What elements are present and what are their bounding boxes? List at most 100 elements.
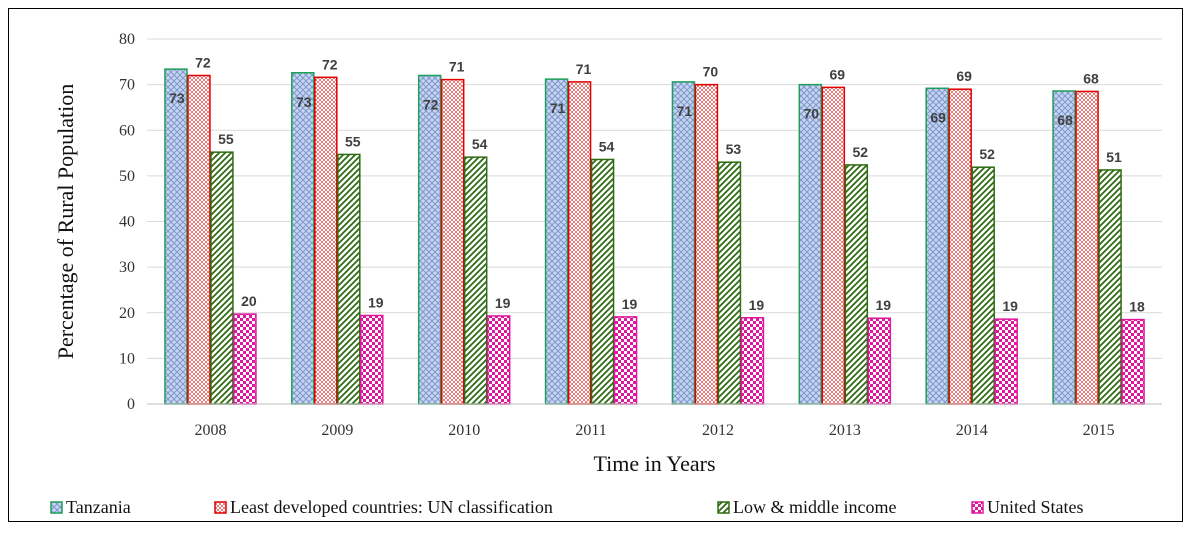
data-label: 68 xyxy=(1083,70,1099,86)
data-label: 68 xyxy=(1057,112,1073,128)
data-labels: 73 72 55 20 73 72 55 19 72 71 54 19 71 71 54 19 71 70 53 19… xyxy=(169,55,1145,315)
x-axis-title: Time in Years xyxy=(593,451,715,476)
bar xyxy=(210,151,234,405)
x-tick-label: 2013 xyxy=(829,422,861,439)
data-label: 52 xyxy=(853,144,869,160)
y-tick-label: 30 xyxy=(119,259,135,276)
legend-swatch xyxy=(214,501,227,514)
data-label: 19 xyxy=(1002,298,1018,314)
bars xyxy=(164,68,1145,405)
data-label: 19 xyxy=(749,297,765,313)
bar xyxy=(567,81,592,405)
legend-label: Tanzania xyxy=(66,497,131,517)
data-label: 71 xyxy=(449,59,465,75)
y-tick-label: 60 xyxy=(119,122,135,139)
data-label: 69 xyxy=(956,68,972,84)
data-label: 69 xyxy=(830,66,846,82)
data-label: 54 xyxy=(472,136,488,152)
x-tick-label: 2012 xyxy=(702,422,734,439)
bar xyxy=(821,86,846,405)
data-label: 73 xyxy=(296,94,312,110)
legend-label: United States xyxy=(987,497,1084,517)
legend-swatch xyxy=(717,501,730,514)
y-tick-label: 0 xyxy=(127,396,135,413)
bar xyxy=(1075,90,1099,405)
bar xyxy=(440,78,465,405)
data-label: 19 xyxy=(876,297,892,313)
bar xyxy=(1098,169,1122,405)
data-label: 72 xyxy=(195,55,211,71)
data-label: 69 xyxy=(930,109,946,125)
x-tick-label: 2014 xyxy=(956,422,988,439)
bar-chart: 0 10 20 30 40 50 60 70 80 73 72 55 20 73 72 55 19 72 71 54… xyxy=(50,31,1162,517)
data-label: 71 xyxy=(550,100,566,116)
y-tick-label: 40 xyxy=(119,214,135,231)
bar xyxy=(971,166,995,405)
x-tick-label: 2008 xyxy=(194,422,226,439)
chart-frame: 0 10 20 30 40 50 60 70 80 73 72 55 20 73 72 55 19 72 71 54… xyxy=(8,8,1183,522)
bar xyxy=(233,313,257,405)
bar xyxy=(798,83,823,405)
y-tick-label: 80 xyxy=(119,31,135,48)
bar xyxy=(717,161,742,405)
bar xyxy=(417,74,442,405)
data-label: 52 xyxy=(979,146,995,162)
legend-item: Least developed countries: UN classifica… xyxy=(214,497,553,517)
legend-label: Low & middle income xyxy=(733,497,896,517)
data-label: 55 xyxy=(345,133,361,149)
bar xyxy=(1052,90,1076,405)
bar xyxy=(1121,318,1145,405)
y-tick-label: 20 xyxy=(119,305,135,322)
x-tick-label: 2011 xyxy=(575,422,606,439)
data-label: 18 xyxy=(1129,299,1145,315)
y-tick-label: 50 xyxy=(119,168,135,185)
bar xyxy=(187,74,211,405)
x-tick-label: 2009 xyxy=(321,422,353,439)
data-label: 19 xyxy=(368,294,384,310)
data-label: 53 xyxy=(726,141,742,157)
bar xyxy=(544,78,569,405)
data-label: 70 xyxy=(703,64,719,80)
data-label: 19 xyxy=(495,295,511,311)
legend-item: United States xyxy=(971,497,1084,517)
bar xyxy=(463,156,488,405)
data-label: 19 xyxy=(622,296,638,312)
bar xyxy=(925,87,949,405)
data-label: 72 xyxy=(423,97,439,113)
bar xyxy=(994,318,1018,405)
y-axis-ticks: 0 10 20 30 40 50 60 70 80 xyxy=(119,31,135,413)
legend: Tanzania Least developed countries: UN cl… xyxy=(50,497,1084,517)
bar xyxy=(164,68,188,405)
bar xyxy=(844,164,869,405)
y-tick-label: 10 xyxy=(119,350,135,367)
legend-item: Tanzania xyxy=(50,497,131,517)
data-label: 51 xyxy=(1106,149,1122,165)
data-label: 71 xyxy=(677,103,693,119)
bar xyxy=(613,316,638,405)
bar xyxy=(291,72,315,405)
legend-label: Least developed countries: UN classifica… xyxy=(230,497,553,517)
data-label: 73 xyxy=(169,90,185,106)
legend-swatch xyxy=(971,501,984,514)
data-label: 55 xyxy=(218,131,234,147)
x-tick-label: 2015 xyxy=(1083,422,1115,439)
legend-item: Low & middle income xyxy=(717,497,896,517)
bar xyxy=(314,76,338,405)
bar xyxy=(671,81,696,405)
x-axis-ticks: 2008 2009 2010 2011 2012 2013 2014 2015 xyxy=(194,422,1114,439)
bar xyxy=(740,317,765,405)
x-tick-label: 2010 xyxy=(448,422,480,439)
y-axis-title: Percentage of Rural Population xyxy=(53,84,78,360)
bar xyxy=(590,158,615,405)
data-label: 54 xyxy=(599,138,615,154)
data-label: 70 xyxy=(804,106,820,122)
bar xyxy=(360,314,384,405)
bar xyxy=(694,83,719,405)
data-label: 72 xyxy=(322,56,338,72)
bar xyxy=(486,315,511,405)
data-label: 20 xyxy=(241,293,257,309)
bar xyxy=(948,88,972,405)
legend-swatch xyxy=(50,501,63,514)
data-label: 71 xyxy=(576,61,592,77)
y-tick-label: 70 xyxy=(119,77,135,94)
